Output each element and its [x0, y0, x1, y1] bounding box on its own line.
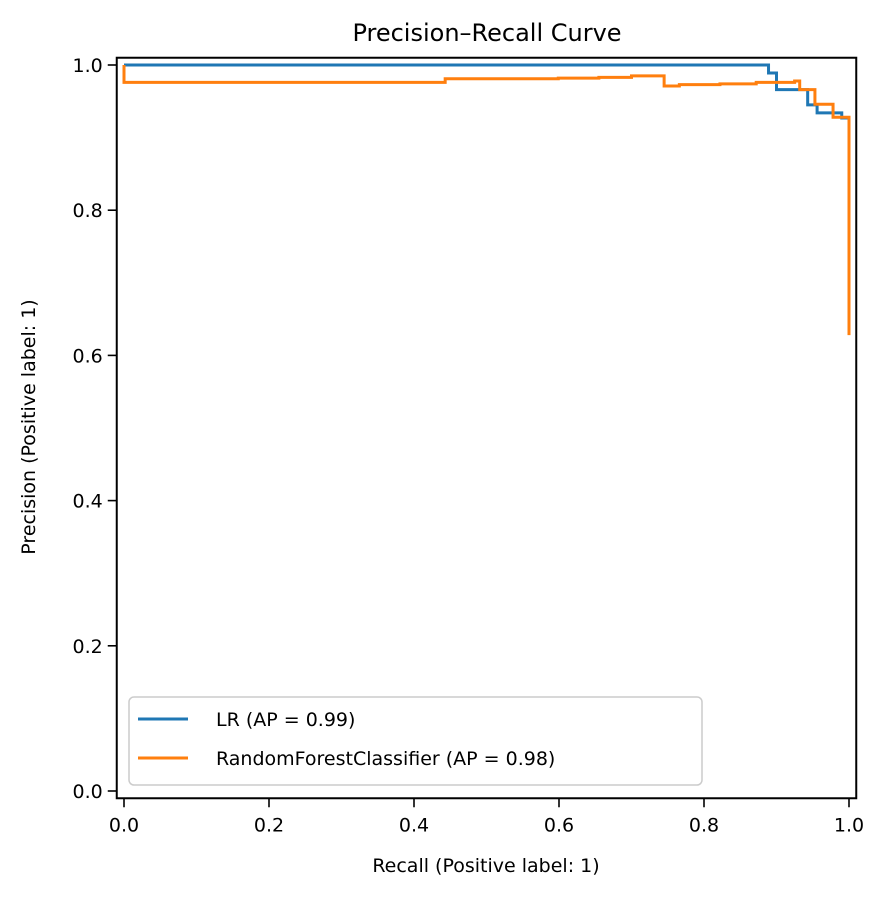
y-tick-label: 0.6	[73, 345, 103, 367]
x-axis-label: Recall (Positive label: 1)	[372, 855, 599, 877]
x-tick-label: 0.0	[109, 814, 139, 836]
x-tick-label: 0.4	[399, 814, 429, 836]
chart-title: Precision–Recall Curve	[352, 19, 621, 47]
random-forest-curve	[122, 65, 851, 336]
y-tick-label: 0.8	[73, 200, 103, 222]
legend-box	[128, 696, 703, 786]
y-tick-label: 0.4	[73, 491, 103, 513]
x-tick-label: 0.8	[689, 814, 719, 836]
series-layer	[122, 63, 851, 336]
y-axis-label: Precision (Positive label: 1)	[18, 299, 40, 554]
x-axis-ticks: 0.0 0.2 0.4 0.6 0.8 1.0	[109, 798, 864, 836]
x-tick-label: 0.2	[254, 814, 284, 836]
axes-frame	[115, 56, 858, 800]
y-axis-ticks: 0.0 0.2 0.4 0.6 0.8 1.0	[73, 55, 117, 803]
legend-label-lr: LR (AP = 0.99)	[216, 709, 355, 731]
legend: LR (AP = 0.99) RandomForestClassifier (A…	[128, 696, 703, 786]
y-tick-label: 0.0	[73, 781, 103, 803]
x-tick-label: 0.6	[544, 814, 574, 836]
y-tick-label: 0.2	[73, 636, 103, 658]
lr-curve	[124, 63, 849, 120]
y-tick-label: 1.0	[73, 55, 103, 77]
legend-label-random-forest: RandomForestClassifier (AP = 0.98)	[216, 748, 555, 770]
x-tick-label: 1.0	[834, 814, 864, 836]
